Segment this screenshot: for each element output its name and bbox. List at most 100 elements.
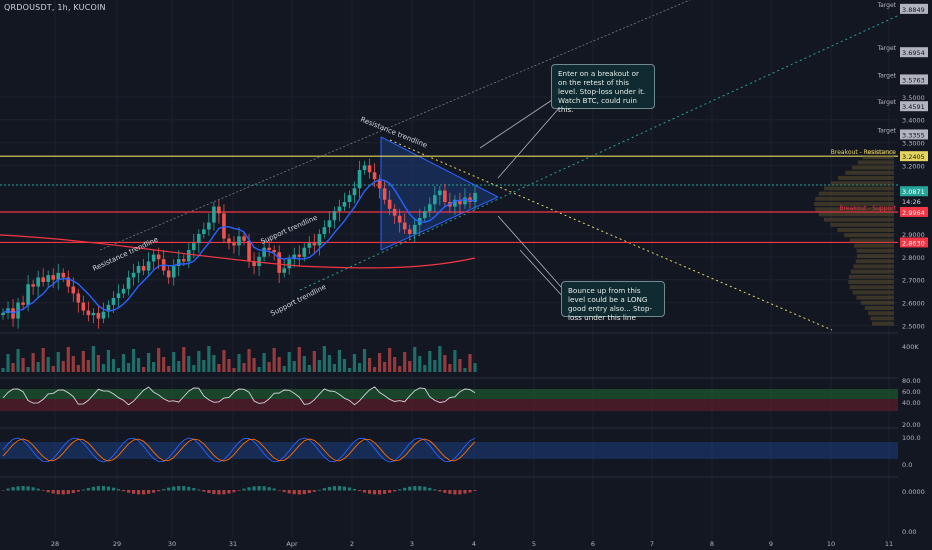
vol-bar-94 — [473, 363, 477, 372]
vol-bar-44 — [222, 350, 226, 372]
volume-axis-label: 400K — [902, 343, 919, 351]
vp-bar-27 — [852, 290, 894, 295]
vol-bar-32 — [162, 357, 166, 372]
vol-bar-72 — [362, 349, 367, 372]
vol-bar-43 — [217, 364, 221, 372]
candle-body-79 — [397, 215, 402, 223]
candle-body-59 — [297, 254, 302, 257]
macd-hist-61 — [307, 490, 311, 494]
x-tick-11: 8 — [710, 540, 714, 548]
vol-bar-70 — [352, 354, 357, 372]
vp-bar-31 — [868, 311, 894, 316]
vol-bar-8 — [41, 348, 45, 372]
vol-bar-16 — [81, 351, 85, 372]
rsi-lower-band — [0, 399, 898, 411]
macd-hist-60 — [302, 490, 306, 495]
macd-hist-14 — [71, 490, 75, 494]
vp-bar-3 — [851, 165, 894, 170]
candle-body-34 — [171, 266, 176, 278]
macd-hist-32 — [162, 489, 166, 491]
price-axis: USDT3.50003.40003.30003.20002.90002.8000… — [831, 0, 932, 538]
macd-hist-34 — [172, 486, 176, 491]
vol-bar-24 — [121, 354, 126, 372]
vol-bar-58 — [292, 361, 296, 372]
macd-hist-91 — [458, 490, 462, 495]
candle-body-53 — [267, 247, 271, 250]
vol-bar-22 — [111, 359, 116, 372]
price-tick-5: 2.8000 — [902, 254, 925, 262]
vol-bar-76 — [383, 362, 387, 372]
candle-body-74 — [372, 172, 377, 180]
vol-bar-46 — [232, 368, 236, 372]
macd-hist-63 — [317, 489, 321, 491]
vol-bar-82 — [413, 347, 417, 372]
indicator-panes — [0, 346, 898, 495]
macd-hist-17 — [86, 488, 90, 491]
vol-bar-77 — [388, 348, 392, 372]
price-flag-6 — [900, 186, 928, 197]
candle-body-51 — [257, 256, 261, 266]
macd-hist-4 — [21, 486, 25, 491]
macd-hist-89 — [448, 490, 452, 494]
vol-bar-90 — [453, 350, 457, 372]
price-flag-7 — [900, 206, 928, 217]
macd-hist-84 — [423, 486, 427, 491]
vol-bar-25 — [126, 363, 131, 372]
macd-hist-40 — [202, 490, 206, 492]
candle-body-62 — [312, 243, 317, 246]
price-flag-value-7: 2.9964 — [902, 209, 925, 217]
vol-bar-18 — [91, 346, 95, 372]
macd-hist-66 — [332, 486, 337, 491]
vp-bar-23 — [850, 269, 894, 274]
x-tick-5: 2 — [350, 540, 354, 548]
candle-body-73 — [367, 165, 372, 173]
macd-hist-46 — [232, 490, 236, 493]
macd-hist-82 — [413, 486, 417, 491]
price-flag-label-4: Target — [876, 127, 896, 134]
macd-hist-31 — [157, 490, 161, 492]
macd-hist-39 — [197, 489, 201, 491]
macd-hist-26 — [131, 490, 136, 494]
candle-body-37 — [186, 250, 191, 262]
macd-hist-59 — [297, 490, 301, 495]
macd-hist-24 — [121, 490, 126, 492]
candle-body-86 — [433, 195, 437, 205]
candle-body-18 — [91, 312, 96, 316]
vol-bar-13 — [66, 347, 70, 372]
price-flag-label-1: Target — [876, 45, 896, 52]
vol-bar-23 — [116, 368, 121, 372]
vp-bar-28 — [856, 295, 894, 300]
candle-body-66 — [332, 211, 337, 221]
stoch-k-line — [2, 437, 476, 463]
candle-body-52 — [262, 247, 266, 257]
candle-body-82 — [412, 224, 417, 234]
candle-body-75 — [377, 179, 382, 189]
macd-hist-87 — [438, 490, 442, 492]
candle-body-20 — [101, 311, 106, 319]
candle-body-10 — [51, 275, 56, 280]
vol-bar-92 — [463, 368, 467, 372]
vp-bar-6 — [830, 181, 894, 186]
macd-hist-70 — [352, 488, 357, 491]
vol-bar-50 — [252, 358, 256, 372]
macd-hist-2 — [11, 487, 15, 491]
macd-hist-69 — [347, 487, 352, 491]
vol-bar-29 — [147, 353, 151, 372]
vp-bar-15 — [837, 228, 894, 232]
vol-bar-5 — [26, 367, 30, 372]
macd-hist-67 — [337, 486, 342, 491]
vp-bar-33 — [872, 321, 894, 326]
vol-bar-15 — [76, 365, 80, 372]
candle-body-57 — [287, 259, 292, 269]
vp-bar-7 — [824, 186, 894, 191]
vol-bar-86 — [433, 360, 437, 372]
candle-body-77 — [387, 199, 392, 209]
candle-body-27 — [136, 266, 141, 273]
macd-hist-7 — [36, 488, 40, 491]
candle-body-0 — [1, 312, 5, 316]
macd-hist-11 — [56, 490, 60, 495]
candle-body-94 — [473, 192, 477, 202]
candle-body-4 — [21, 302, 25, 305]
candle-body-33 — [166, 270, 171, 278]
